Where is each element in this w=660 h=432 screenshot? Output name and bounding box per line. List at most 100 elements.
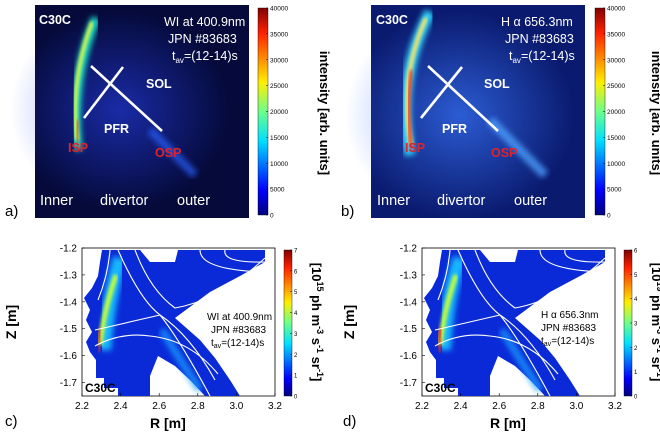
panel-d-y-tick-label: -1.2 [400,244,418,255]
panel-d: H α 656.3nm JPN #83683 tav=(12-14)s C30C… [341,244,660,432]
device-label-d: C30C [425,381,456,395]
device-label-c: C30C [85,381,116,395]
colorbar-d-tick-label: 5 [634,273,638,279]
device-label-b: C30C [376,13,408,27]
time-label-a: tav=(12-14)s [172,49,238,65]
colorbar-d-tick-label: 3 [634,322,638,328]
sol-label-a: SOL [146,77,172,91]
colorbar-label-b: intensity [arb. units] [649,51,660,175]
panel-c-y-tick-label: -1.7 [60,378,78,389]
panel-d-y-tick-label: -1.4 [400,297,418,308]
panel-letter-b: b) [341,203,354,220]
inner-label-b: Inner [377,193,410,209]
x-axis-c: 2.2 2.4 2.6 2.8 3.0 3.2 [75,393,282,412]
colorbar-a-tick-label: 40000 [270,6,288,13]
separatrix-line-1-a [90,65,163,132]
colorbar-ticks-d: 6 5 4 3 2 1 0 [630,249,638,401]
outer-leg-b [486,116,549,179]
colorbar-a-tick-label: 10000 [270,161,288,168]
colorbar-c-tick-label: 5 [294,290,298,296]
panel-c-x-tick-label: 2.4 [114,401,128,412]
colorbar-b-tick-label: 0 [607,213,611,220]
colorbar-label-d: [1019 ph m-3 s-1 sr-1] [649,263,660,382]
panel-d-x-tick-label: 3.0 [569,401,583,412]
inner-label-a: Inner [40,193,73,209]
panel-d-y-tick-label: -1.5 [400,324,418,335]
flux-lines-d [434,249,606,397]
panel-d-x-tick-label: 2.8 [531,401,545,412]
colorbar-b-tick-label: 30000 [607,57,625,64]
line-label-b: H α 656.3nm [501,15,573,29]
inner-leg-hot-d [437,327,443,353]
separatrix-line-2-b [419,66,464,119]
outer-leg-glow-d [498,328,543,392]
isp-label-a: ISP [68,141,88,155]
colorbar-a-tick-label: 20000 [270,109,288,116]
panel-c-y-tick-label: -1.4 [60,297,78,308]
sol-label-b: SOL [484,77,510,91]
isp-label-b: ISP [405,141,425,155]
colorbar-c-tick-label: 4 [294,311,298,317]
colorbar-label-c: [1015 ph m-3 s-1 sr-1] [309,263,325,382]
panel-d-x-tick-label: 2.2 [415,401,429,412]
colorbar-ticks-c: 7 6 5 4 3 2 1 0 [290,249,298,401]
colorbar-a-tick-label: 15000 [270,135,288,142]
colorbar-c [283,249,293,397]
annotation-time-d: tav=(12-14)s [541,336,594,348]
osp-label-a: OSP [155,146,181,160]
outer-leg-a [147,127,198,178]
colorbar-a-tick-label: 30000 [270,57,288,64]
panel-c: WI at 400.9nm JPN #83683 tav=(12-14)s C3… [3,244,325,432]
panel-d-y-tick-label: -1.3 [400,270,418,281]
y-axis-label-c: Z [m] [3,305,19,339]
colorbar-c-tick-label: 7 [294,249,298,255]
colorbar-c-tick-label: 6 [294,269,298,275]
panel-d-x-tick-label: 3.2 [608,401,622,412]
colorbar-ticks-a: 40000 35000 30000 25000 20000 15000 10000 5000 0 [266,6,288,220]
x-axis-label-c: R [m] [150,415,186,431]
colorbar-b-tick-label: 15000 [607,135,625,142]
panel-c-x-tick-label: 2.2 [75,401,89,412]
emission-hot-b [407,69,414,151]
colorbar-c-tick-label: 3 [294,332,298,338]
divertor-label-b: divertor [437,193,486,209]
divertor-label-a: divertor [100,193,149,209]
pfr-label-a: PFR [104,122,129,136]
pulse-label-b: JPN #83683 [505,32,574,46]
x-axis-d: 2.2 2.4 2.6 2.8 3.0 3.2 [415,393,622,412]
y-axis-d: -1.2 -1.3 -1.4 -1.5 -1.6 -1.7 [400,244,425,389]
colorbar-d-tick-label: 0 [634,395,638,401]
colorbar-c-tick-label: 1 [294,374,298,380]
outer-label-a: outer [177,193,210,209]
colorbar-a-tick-label: 25000 [270,83,288,90]
x-axis-label-d: R [m] [490,415,526,431]
flux-lines-c [94,249,266,397]
background-glow-b [345,10,575,220]
device-label-a: C30C [39,13,71,27]
colorbar-b-tick-label: 25000 [607,83,625,90]
osp-label-b: OSP [491,146,517,160]
separatrix-line-2-a [82,66,125,119]
panel-letter-d: d) [343,413,356,430]
annotation-pulse-c: JPN #83683 [211,325,266,336]
colorbar-c-tick-label: 0 [294,395,298,401]
panel-c-x-tick-label: 3.2 [268,401,282,412]
colorbar-a-tick-label: 35000 [270,31,288,38]
colorbar-b-tick-label: 20000 [607,109,625,116]
panel-d-x-tick-label: 2.6 [492,401,506,412]
colorbar-d-tick-label: 6 [634,249,638,255]
panel-d-y-tick-label: -1.6 [400,351,418,362]
line-label-a: WI at 400.9nm [164,15,245,29]
colorbar-a-tick-label: 0 [270,213,274,220]
panel-c-x-tick-label: 2.6 [152,401,166,412]
emission-region-d [424,250,605,396]
inner-leg-hot-c [96,327,102,353]
panel-letter-a: a) [5,203,18,220]
panel-c-x-tick-label: 3.0 [229,401,243,412]
outer-label-b: outer [514,193,547,209]
colorbar-b-tick-label: 35000 [607,31,625,38]
inner-leg-core-c [97,274,119,346]
panel-d-x-tick-label: 2.4 [454,401,468,412]
colorbar-label-a: intensity [arb. units] [317,51,332,175]
